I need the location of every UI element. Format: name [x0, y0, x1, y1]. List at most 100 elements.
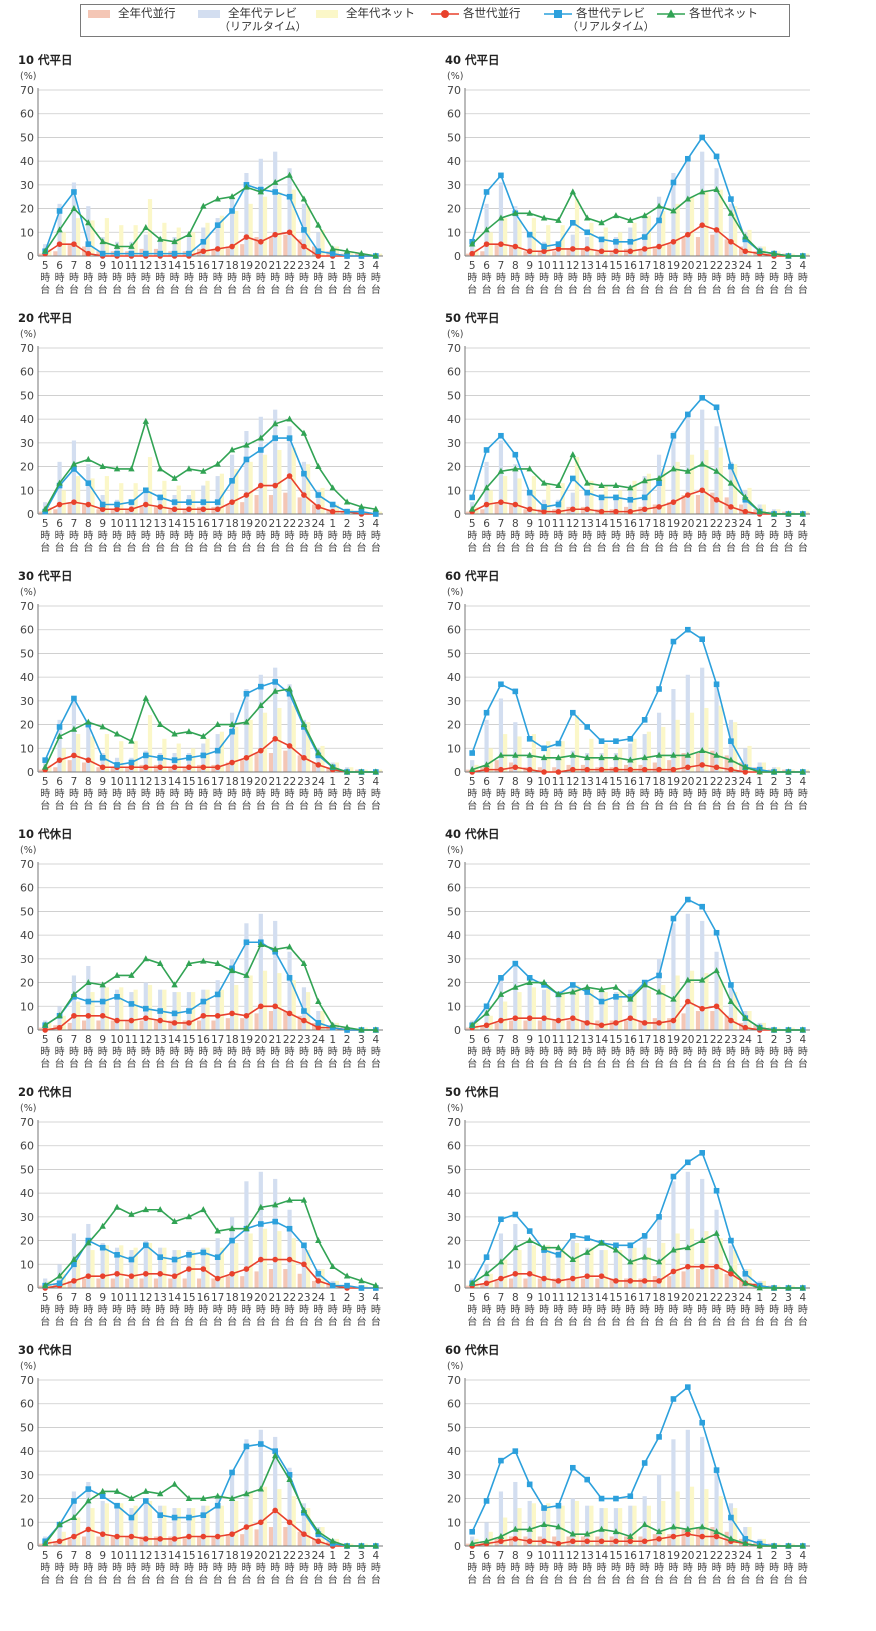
data-point [315, 221, 322, 228]
x-tick-suffix: 時 [227, 1304, 237, 1316]
x-tick-suffix: 台 [654, 1573, 664, 1586]
x-tick-label: 17 [211, 1550, 224, 1562]
x-tick-label: 1 [756, 776, 763, 788]
bar [153, 1020, 159, 1030]
x-tick-label: 10 [537, 1034, 550, 1046]
x-tick-suffix: 台 [740, 541, 750, 554]
x-tick-suffix: 台 [141, 1057, 151, 1070]
x-tick-suffix: 時 [227, 788, 237, 800]
data-point [526, 231, 533, 238]
x-tick-suffix: 台 [285, 1573, 295, 1586]
bar [695, 1011, 701, 1030]
bar [661, 984, 666, 1030]
x-tick-suffix: 台 [69, 1057, 79, 1070]
legend-label: 各世代並行 [463, 6, 521, 20]
x-tick-label: 11 [552, 1034, 565, 1046]
bar [484, 719, 489, 772]
data-point [742, 1279, 749, 1286]
bar [244, 173, 249, 256]
data-point [70, 1513, 78, 1520]
x-tick-label: 5 [42, 1034, 49, 1046]
x-tick-label: 6 [483, 1034, 490, 1046]
bar [176, 1250, 181, 1288]
bar [743, 232, 748, 256]
x-tick-suffix: 時 [568, 1562, 578, 1574]
bar [86, 1223, 91, 1288]
x-tick-label: 24 [312, 518, 326, 530]
x-tick-suffix: 時 [783, 272, 793, 284]
bar [100, 753, 105, 772]
x-tick-suffix: 台 [270, 283, 280, 296]
bar [168, 1278, 173, 1288]
data-point [598, 766, 605, 773]
bar [656, 1216, 662, 1288]
y-tick-label: 0 [27, 766, 34, 779]
bar [624, 764, 629, 772]
legend-label: 全年代ネット [346, 6, 415, 20]
x-tick-label: 8 [85, 1292, 92, 1304]
data-point [171, 764, 178, 771]
x-tick-label: 1 [756, 1292, 763, 1304]
x-tick-label: 3 [785, 1292, 792, 1304]
x-tick-label: 8 [512, 1034, 519, 1046]
x-tick-suffix: 時 [467, 530, 477, 542]
x-tick-label: 24 [739, 260, 753, 272]
bar [675, 203, 680, 256]
x-tick-suffix: 台 [611, 1057, 621, 1070]
y-tick-label: 70 [20, 1116, 34, 1129]
bar [724, 1273, 729, 1288]
data-point [200, 957, 207, 964]
x-tick-suffix: 時 [798, 788, 808, 800]
data-point [343, 498, 351, 505]
data-point [613, 738, 619, 744]
x-tick-suffix: 台 [683, 283, 693, 296]
bar [782, 769, 787, 772]
x-tick-suffix: 台 [783, 1315, 793, 1328]
bar [258, 158, 263, 256]
x-tick-suffix: 台 [482, 1057, 492, 1070]
data-point [570, 1464, 576, 1471]
data-point [329, 1537, 336, 1544]
y-tick-label: 0 [454, 1024, 461, 1037]
x-tick-label: 3 [785, 518, 792, 530]
x-tick-suffix: 時 [313, 1562, 323, 1574]
x-tick-label: 12 [139, 260, 152, 272]
x-tick-label: 2 [771, 1034, 778, 1046]
bar [714, 168, 719, 256]
bar [624, 248, 629, 256]
bar [229, 1474, 235, 1546]
bar [585, 1505, 590, 1546]
x-tick-suffix: 台 [213, 799, 223, 812]
x-tick-label: 2 [344, 260, 351, 272]
data-point [214, 222, 221, 228]
x-tick-label: 18 [652, 1034, 665, 1046]
bar [681, 1271, 686, 1288]
bar [215, 1496, 220, 1546]
data-point [656, 217, 662, 224]
data-point [598, 219, 605, 226]
data-point [156, 1206, 164, 1213]
x-tick-suffix: 台 [198, 1315, 208, 1328]
x-tick-label: 6 [56, 518, 63, 530]
x-tick-suffix: 台 [40, 799, 50, 812]
x-tick-label: 16 [624, 1292, 638, 1304]
y-tick-label: 10 [447, 1516, 461, 1529]
y-tick-label: 10 [20, 226, 34, 239]
x-tick-label: 13 [154, 1550, 167, 1562]
x-tick-suffix: 時 [83, 272, 93, 284]
x-tick-label: 14 [595, 776, 609, 788]
bar [714, 951, 719, 1030]
data-point [171, 474, 178, 481]
data-point [685, 626, 691, 633]
data-point [555, 990, 562, 997]
x-tick-suffix: 台 [769, 1573, 779, 1586]
data-point [343, 247, 351, 254]
data-point [770, 250, 778, 257]
x-tick-suffix: 台 [525, 541, 535, 554]
x-tick-suffix: 台 [299, 1057, 309, 1070]
x-tick-label: 1 [756, 260, 763, 272]
bar [465, 1027, 471, 1030]
bar [96, 509, 101, 514]
bar [509, 504, 514, 514]
data-point [555, 1244, 562, 1251]
